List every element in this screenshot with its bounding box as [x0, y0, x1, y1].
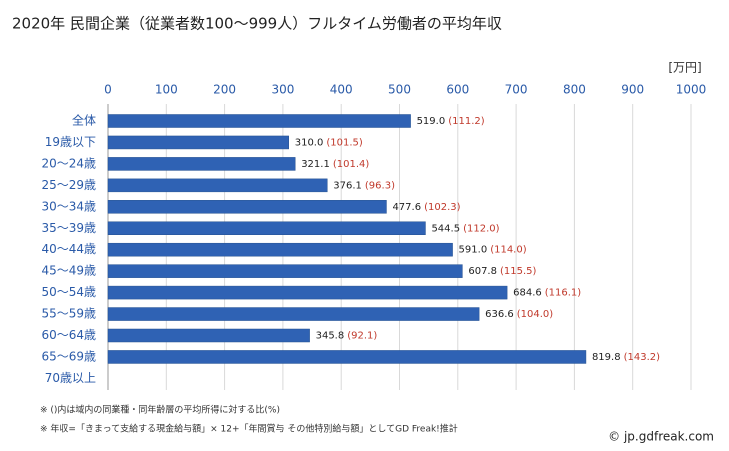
bar: [107, 242, 453, 257]
y-tick-label: 35〜39歳: [41, 221, 96, 235]
y-tick-label: 65〜69歳: [41, 349, 96, 363]
y-tick-label: 20〜24歳: [41, 156, 96, 170]
value-label: 376.1 (96.3): [333, 180, 395, 191]
y-tick-label: 19歳以下: [45, 135, 96, 149]
bar: [107, 285, 508, 300]
source: © jp.gdfreak.com: [608, 430, 714, 444]
y-tick-label: 60〜64歳: [41, 328, 96, 342]
bar: [107, 178, 328, 193]
y-tick-label: 50〜54歳: [41, 285, 96, 299]
value-label: 321.1 (101.4): [301, 159, 369, 170]
x-tick-label: 900: [621, 83, 644, 97]
value-label: 310.0: [295, 137, 324, 148]
y-tick-label: 全体: [72, 113, 96, 128]
value-label: 310.0 (101.5): [295, 137, 363, 148]
bar: [107, 200, 387, 214]
value-label: 591.0: [459, 245, 488, 256]
ratio-label: (116.1): [545, 288, 582, 299]
x-tick-label: 800: [563, 83, 586, 97]
bar: [107, 264, 463, 278]
ratio-label: (96.3): [365, 180, 395, 191]
y-tick-label: 40〜44歳: [41, 242, 96, 256]
bar: [107, 135, 289, 150]
x-tick-label: 700: [505, 83, 528, 97]
y-tick-label: 55〜59歳: [41, 307, 96, 321]
value-label: 376.1: [333, 180, 362, 191]
ratio-label: (102.3): [424, 202, 461, 213]
value-label: 607.8: [468, 266, 497, 277]
y-tick-label: 45〜49歳: [41, 264, 96, 278]
note: ※ ()内は域内の同業種・同年齢層の平均所得に対する比(%): [40, 404, 280, 416]
value-label: 544.5 (112.0): [431, 223, 499, 234]
ratio-label: (92.1): [347, 331, 377, 342]
value-label: 684.6 (116.1): [513, 288, 581, 299]
ratio-label: (111.2): [448, 116, 485, 127]
ratio-label: (104.0): [517, 309, 554, 320]
value-label: 819.8 (143.2): [592, 352, 660, 363]
ratio-label: (112.0): [463, 223, 500, 234]
value-label: 321.1: [301, 159, 330, 170]
y-tick-label: 25〜29歳: [41, 178, 96, 192]
value-label: 519.0 (111.2): [417, 116, 485, 127]
x-tick-label: 1000: [676, 83, 707, 97]
value-label: 519.0: [417, 116, 446, 127]
bar: [107, 350, 587, 364]
value-label: 636.6 (104.0): [485, 309, 553, 320]
ratio-label: (143.2): [624, 352, 661, 363]
value-label: 477.6: [392, 202, 421, 213]
value-label: 591.0 (114.0): [459, 245, 527, 256]
x-tick-label: 100: [155, 83, 178, 97]
bar: [107, 157, 296, 171]
bar: [107, 114, 411, 128]
value-label: 477.6 (102.3): [392, 202, 460, 213]
unit-label: [万円]: [668, 61, 701, 75]
value-label: 345.8 (92.1): [316, 331, 378, 342]
value-label: 345.8: [316, 331, 345, 342]
bar: [107, 328, 310, 343]
y-tick-label: 70歳以上: [45, 371, 96, 385]
x-tick-label: 500: [388, 83, 411, 97]
ratio-label: (101.4): [333, 159, 370, 170]
note: ※ 年収=「きまって支給する現金給与額」× 12+「年間賞与 その他特別給与額」…: [40, 423, 458, 435]
value-label: 819.8: [592, 352, 621, 363]
bar: [107, 221, 426, 235]
value-label: 607.8 (115.5): [468, 266, 536, 277]
ratio-label: (115.5): [500, 266, 537, 277]
x-tick-label: 0: [104, 83, 112, 97]
y-tick-label: 30〜34歳: [41, 199, 96, 213]
value-label: 684.6: [513, 288, 542, 299]
ratio-label: (101.5): [326, 137, 363, 148]
x-tick-label: 400: [330, 83, 353, 97]
value-label: 544.5: [431, 223, 460, 234]
x-tick-label: 300: [271, 83, 294, 97]
x-tick-label: 600: [446, 83, 469, 97]
chart-title: 2020年 民間企業（従業者数100〜999人）フルタイム労働者の平均年収: [12, 15, 502, 33]
x-tick-label: 200: [213, 83, 236, 97]
bar: [107, 307, 480, 321]
ratio-label: (114.0): [490, 245, 527, 256]
value-label: 636.6: [485, 309, 514, 320]
